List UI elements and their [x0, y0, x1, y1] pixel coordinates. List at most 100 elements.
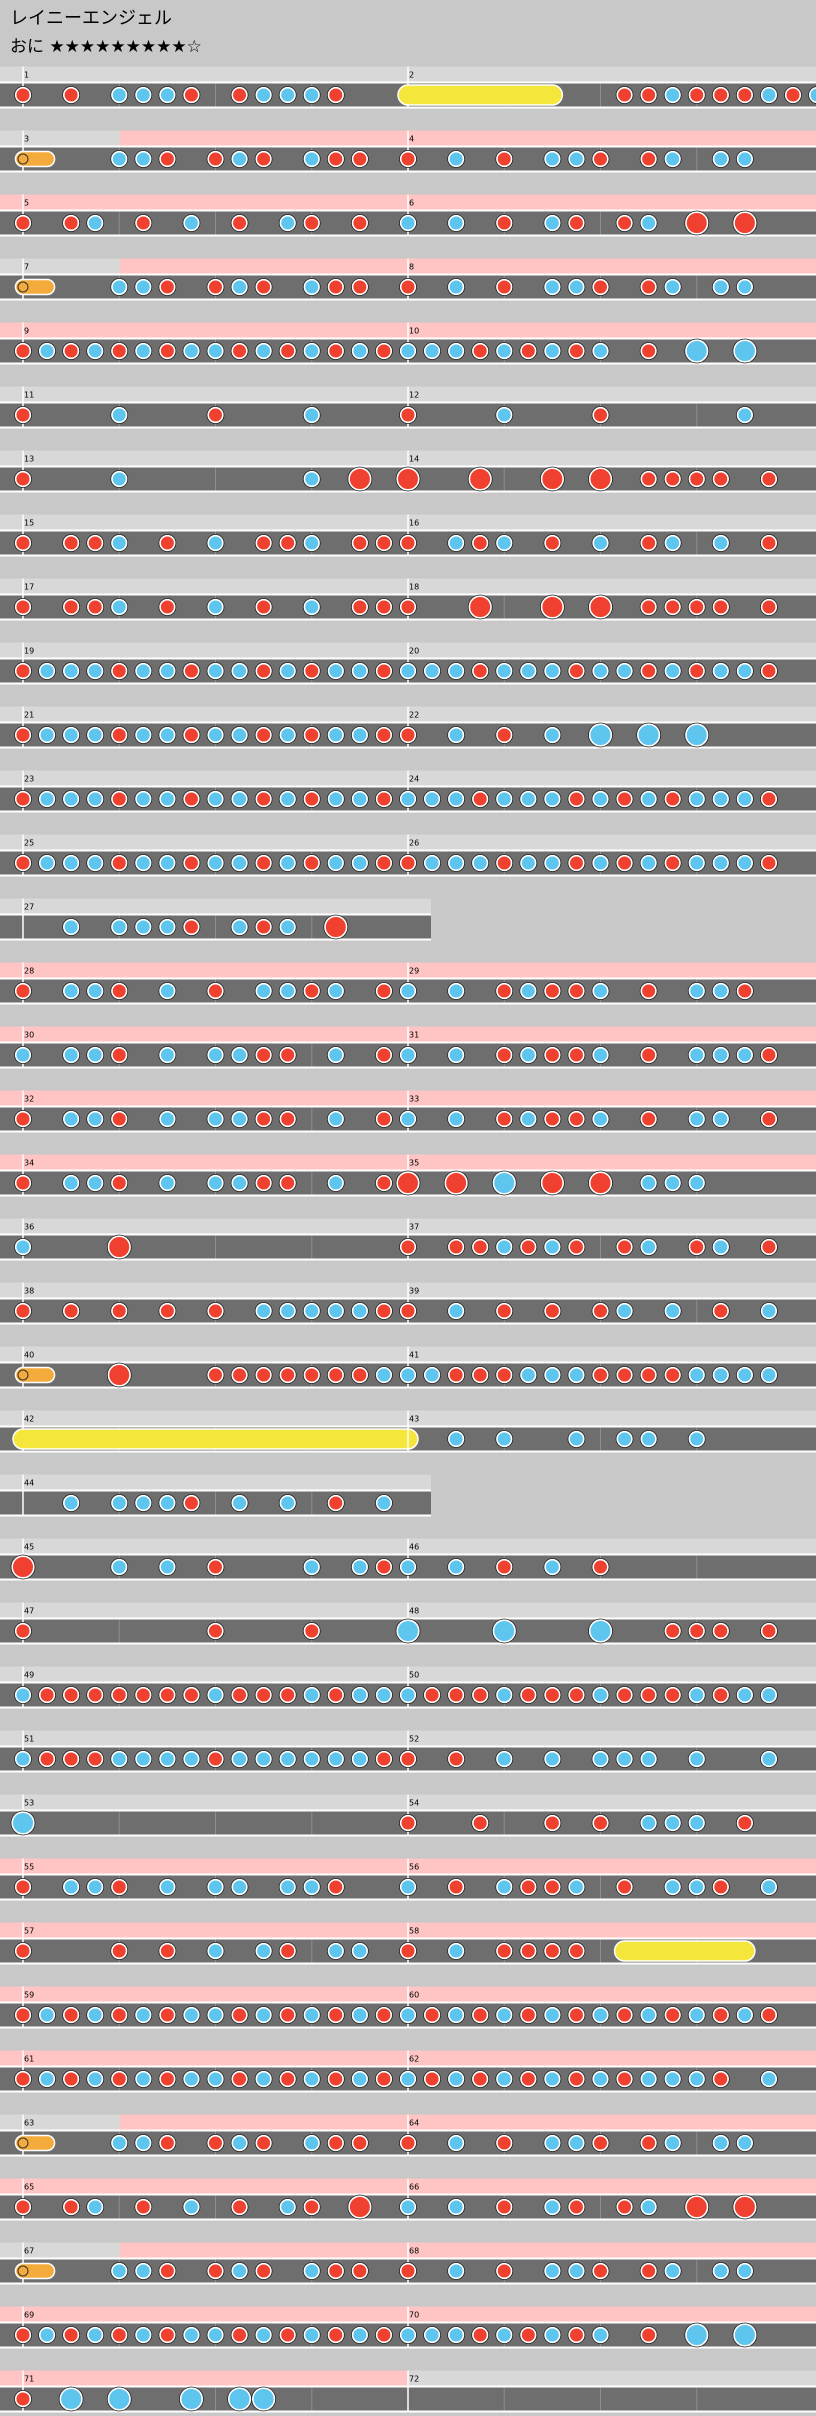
- don-note: [158, 278, 176, 296]
- note-rim: [711, 1238, 730, 1256]
- note-rim: [447, 150, 466, 168]
- ka-note: [684, 2323, 709, 2347]
- note-rim: [230, 918, 249, 936]
- don-note: [255, 726, 273, 744]
- don-note: [664, 854, 682, 872]
- ka-note: [231, 1494, 249, 1512]
- note-rim: [14, 470, 32, 488]
- note-rim: [735, 150, 754, 168]
- note-rim: [543, 1686, 562, 1704]
- measure-number: 45: [24, 1543, 34, 1552]
- note-rim: [86, 534, 105, 552]
- don-note: [732, 211, 757, 235]
- note-rim: [760, 2006, 778, 2024]
- ka-note: [447, 1430, 465, 1448]
- note-rim: [254, 1302, 273, 1320]
- don-note: [495, 854, 513, 872]
- note-rim: [158, 918, 177, 936]
- don-note: [110, 2070, 128, 2088]
- don-note: [14, 1110, 32, 1128]
- measure-row: 49 50: [0, 1666, 816, 1709]
- ka-note: [38, 662, 56, 680]
- note-rim: [375, 1558, 393, 1576]
- don-note: [399, 1238, 417, 1256]
- note-rim: [62, 726, 81, 744]
- note-rim: [38, 790, 56, 808]
- note-rim: [663, 854, 682, 872]
- note-rim: [14, 1942, 32, 1960]
- don-note: [375, 2006, 393, 2024]
- note-rim: [639, 278, 658, 296]
- note-rim: [399, 2326, 417, 2344]
- don-note: [616, 1238, 634, 1256]
- note-rim: [230, 1686, 249, 1704]
- ka-note: [303, 150, 321, 168]
- note-rim: [254, 790, 273, 808]
- ka-note: [327, 1046, 345, 1064]
- don-note: [327, 2134, 345, 2152]
- note-rim: [663, 2262, 682, 2280]
- note-rim: [711, 982, 730, 1000]
- note-rim: [471, 342, 490, 360]
- note-rim: [639, 2326, 658, 2344]
- note-rim: [639, 2198, 658, 2216]
- note-rim: [423, 2006, 441, 2024]
- ka-note: [327, 1174, 345, 1192]
- note-rim: [735, 1814, 754, 1832]
- ka-note: [158, 726, 176, 744]
- don-note: [375, 1174, 393, 1192]
- don-note: [351, 534, 369, 552]
- don-note: [567, 1942, 585, 1960]
- don-note: [495, 150, 513, 168]
- note-rim: [110, 1046, 129, 1064]
- note-rim: [254, 726, 273, 744]
- don-note: [495, 1366, 513, 1384]
- note-rim: [38, 662, 56, 680]
- don-note: [110, 1686, 128, 1704]
- note-rim: [230, 86, 249, 104]
- note-rim: [539, 594, 565, 620]
- ka-note: [712, 534, 730, 552]
- note-rim: [567, 1942, 586, 1960]
- ka-note: [760, 1750, 778, 1768]
- don-note: [592, 1558, 609, 1576]
- note-rim: [14, 534, 32, 552]
- measure-number: 35: [409, 1159, 419, 1168]
- note-rim: [278, 918, 297, 936]
- note-rim: [158, 86, 177, 104]
- note-rim: [663, 662, 682, 680]
- note-rim: [86, 1686, 105, 1704]
- note-rim: [206, 406, 225, 424]
- ka-note: [375, 1494, 393, 1512]
- don-note: [592, 406, 609, 424]
- don-note: [14, 86, 32, 104]
- note-rim: [158, 2326, 177, 2344]
- measure-row: 17 18: [0, 578, 816, 621]
- don-note: [327, 2070, 345, 2088]
- don-note: [447, 1686, 465, 1704]
- note-rim: [230, 662, 249, 680]
- don-note: [279, 1174, 297, 1192]
- don-note: [471, 790, 489, 808]
- note-rim: [495, 854, 514, 872]
- note-rim: [14, 1110, 32, 1128]
- ka-note: [14, 1238, 32, 1256]
- don-note: [86, 534, 104, 552]
- ka-note: [38, 854, 56, 872]
- note-rim: [110, 2006, 129, 2024]
- ka-note: [303, 86, 321, 104]
- don-note: [375, 598, 393, 616]
- ka-note: [447, 2006, 465, 2024]
- measure-number: 2: [409, 71, 414, 80]
- ka-note: [688, 2070, 706, 2088]
- ka-note: [712, 1110, 730, 1128]
- ka-note: [736, 150, 754, 168]
- note-rim: [254, 1366, 273, 1384]
- don-note: [158, 2006, 176, 2024]
- ka-note: [592, 2006, 609, 2024]
- don-note: [182, 726, 200, 744]
- ka-note: [519, 1110, 537, 1128]
- ka-note: [110, 2134, 128, 2152]
